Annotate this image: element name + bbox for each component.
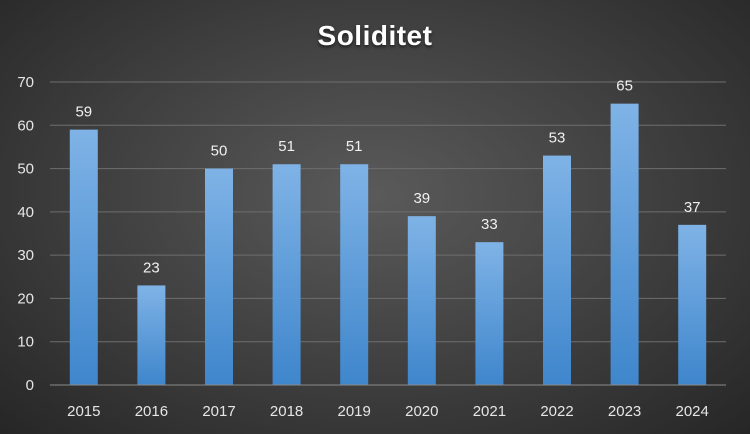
- data-label-2024: 37: [684, 199, 701, 216]
- bars: [69, 103, 707, 386]
- bar-2019: [340, 164, 369, 385]
- bar-2023: [610, 103, 639, 386]
- y-tick-label: 60: [17, 117, 34, 134]
- bar-2017: [205, 168, 233, 385]
- data-label-2023: 65: [616, 78, 633, 95]
- x-tick-label-2017: 2017: [202, 403, 235, 420]
- x-tick-label-2021: 2021: [473, 403, 506, 420]
- bar-2016: [137, 285, 166, 385]
- data-label-2022: 53: [549, 130, 566, 147]
- x-tick-label-2015: 2015: [67, 403, 100, 420]
- bar-2021: [475, 242, 504, 385]
- x-tick-label-2019: 2019: [338, 403, 371, 420]
- x-tick-label-2023: 2023: [608, 403, 641, 420]
- bar-2020: [407, 216, 436, 385]
- x-tick-label-2020: 2020: [405, 403, 438, 420]
- y-axis-ticks: 0 10 20 30 40 50 60 70: [17, 74, 34, 394]
- y-tick-label: 20: [17, 290, 34, 307]
- y-tick-label: 10: [17, 334, 34, 351]
- y-tick-label: 50: [17, 161, 34, 178]
- y-tick-label: 40: [17, 204, 34, 221]
- y-tick-label: 30: [17, 247, 34, 264]
- data-label-2021: 33: [481, 216, 498, 233]
- x-axis-ticks: 2015 2016 2017 2018 2019 2020 2021 2022 2023 2024: [67, 403, 709, 420]
- data-label-2018: 51: [278, 138, 295, 155]
- y-tick-label: 70: [17, 74, 34, 91]
- x-tick-label-2018: 2018: [270, 403, 303, 420]
- data-label-2016: 23: [143, 259, 160, 276]
- chart-title: Soliditet: [317, 20, 433, 51]
- data-label-2020: 39: [413, 190, 430, 207]
- x-tick-label-2016: 2016: [135, 403, 168, 420]
- bar-2018: [272, 164, 301, 385]
- data-label-2017: 50: [211, 143, 228, 160]
- data-labels: 59 23 50 51 51 39 33 53 65 37: [75, 78, 700, 277]
- x-tick-label-2024: 2024: [676, 403, 709, 420]
- bar-2024: [678, 224, 707, 385]
- bar-2015: [69, 129, 98, 385]
- x-tick-label-2022: 2022: [540, 403, 573, 420]
- bar-2022: [543, 155, 571, 385]
- data-label-2019: 51: [346, 138, 363, 155]
- y-tick-label: 0: [26, 377, 34, 394]
- data-label-2015: 59: [75, 104, 92, 121]
